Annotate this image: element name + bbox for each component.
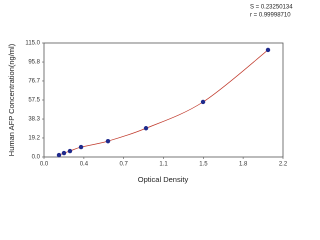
- y-axis-title: Human AFP Concentration(ng/ml): [7, 43, 16, 156]
- x-tick-label: 0.0: [40, 162, 49, 168]
- y-tick-label: 115.0: [25, 41, 40, 47]
- x-tick-label: 1.5: [199, 162, 208, 168]
- data-point: [143, 126, 149, 131]
- x-tick-label: 2.2: [279, 162, 288, 168]
- annotation: r = 0.99998710: [250, 13, 291, 19]
- plot-area: [43, 42, 284, 158]
- data-point: [56, 152, 62, 158]
- y-tick-label: 19.2: [28, 136, 40, 142]
- page: {"chart_data": {"type": "scatter", "anno…: [6, 4, 294, 184]
- x-tick-label: 1.1: [159, 162, 168, 168]
- y-tick-label: 38.3: [28, 117, 40, 123]
- y-tick-label: 57.5: [28, 98, 40, 104]
- y-tick-label: 95.8: [28, 60, 40, 66]
- data-point: [265, 47, 271, 53]
- x-tick-label: 1.8: [239, 162, 248, 168]
- y-tick-label: 76.7: [28, 79, 40, 85]
- data-point: [78, 144, 84, 150]
- x-tick-label: 0.4: [80, 162, 89, 168]
- y-tick-label: 0.0: [32, 155, 41, 161]
- x-axis-title: Optical Density: [138, 175, 189, 184]
- chart: S = 0.23250134 r = 0.99998710 Optical De…: [7, 5, 293, 184]
- x-tick-label: 0.7: [119, 162, 128, 168]
- annotation: S = 0.23250134: [250, 5, 293, 11]
- data-point: [61, 150, 67, 156]
- data-point: [67, 148, 73, 154]
- data-point: [200, 99, 206, 105]
- data-point: [105, 138, 111, 144]
